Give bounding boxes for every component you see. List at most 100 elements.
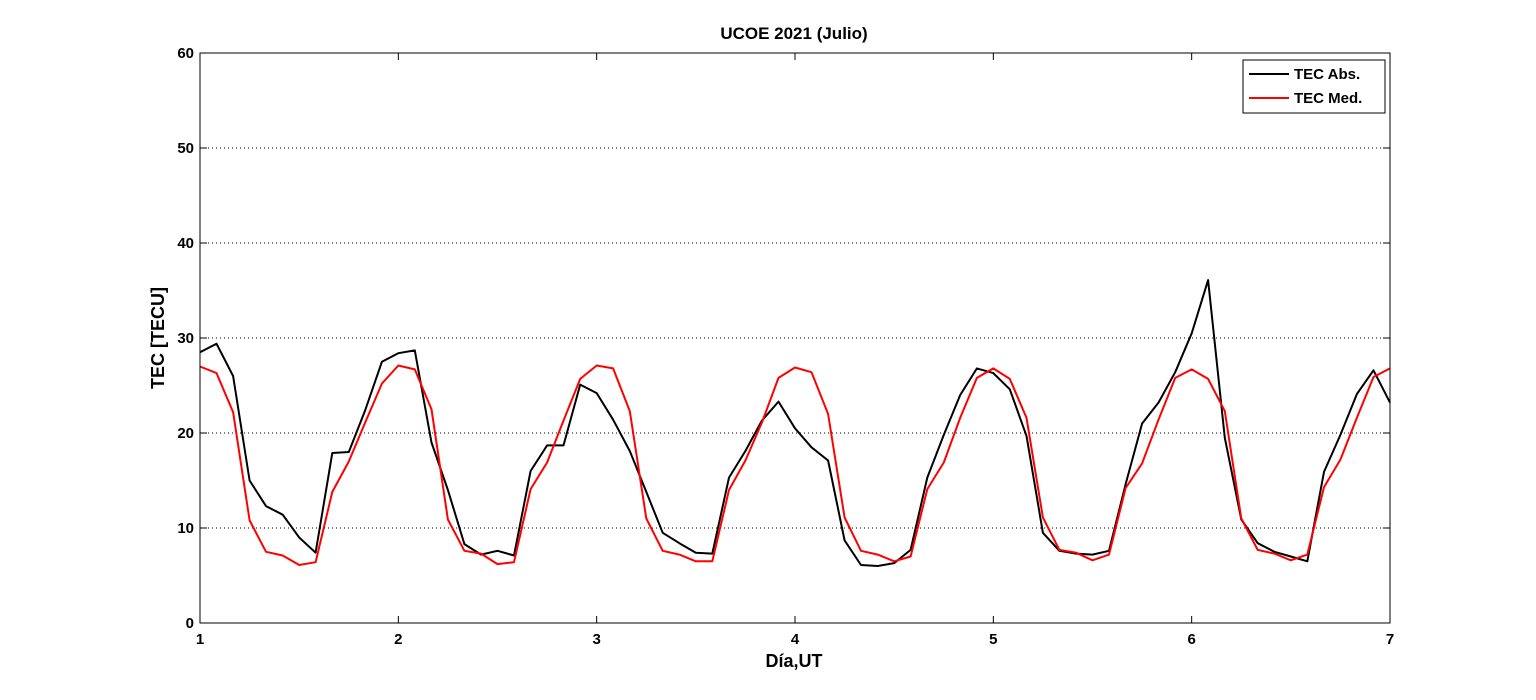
data-point [282,514,284,516]
data-point [1356,417,1358,419]
data-point [563,420,565,422]
data-point [711,560,713,562]
data-point [612,419,614,421]
data-point [414,368,416,370]
data-point [381,383,383,385]
legend-label-tec-abs: TEC Abs. [1294,66,1360,83]
data-point [1339,459,1341,461]
data-point [1174,377,1176,379]
data-point [381,361,383,363]
y-tick-label: 50 [177,140,194,157]
x-tick-label: 6 [1187,631,1195,648]
data-point [629,410,631,412]
data-point [1191,332,1193,334]
legend-box [1242,59,1386,114]
series-points-tec-abs [199,279,1391,567]
data-point [497,550,498,552]
data-point [678,542,680,544]
data-point [943,434,945,436]
data-point [265,505,267,507]
data-point [1306,554,1308,556]
data-point [447,518,449,520]
y-tick-label: 30 [177,330,194,347]
data-point [877,554,879,556]
data-point [959,417,961,419]
data-point [959,394,961,396]
data-point [778,401,780,403]
data-point [1158,402,1160,404]
data-point [1356,393,1358,395]
data-point [728,477,730,479]
data-point [728,489,730,491]
data-point [860,550,862,552]
data-point [579,384,581,386]
data-point [893,562,895,564]
data-point [348,451,350,453]
data-point [827,460,829,462]
data-point [678,554,680,556]
data-point [1108,554,1110,556]
data-point [893,560,895,562]
y-tick-label: 60 [177,45,194,62]
data-series [199,279,1391,567]
data-point [744,460,746,462]
data-point [331,491,333,493]
y-tick-label: 40 [177,235,194,252]
data-point [298,537,300,538]
chart-title: UCOE 2021 (Julio) [720,24,867,43]
y-axis-label: TEC [TECU] [148,287,168,389]
data-point [910,556,912,557]
data-point [695,552,697,554]
data-point [1240,518,1242,519]
data-point [943,461,945,463]
data-point [744,450,746,452]
data-point [1075,552,1077,554]
data-point [1224,410,1226,412]
data-point [1141,462,1143,464]
data-point [1257,549,1259,551]
data-point [645,518,647,519]
data-point [926,477,928,479]
data-point [249,519,251,521]
data-point [810,371,812,373]
data-point [1058,549,1060,551]
data-point [1323,471,1325,473]
data-point [910,549,912,551]
y-tick-label: 20 [177,425,194,442]
data-point [232,375,234,377]
data-point [331,452,333,454]
data-point [794,366,796,368]
x-axis-label: Día,UT [765,651,822,671]
data-point [563,444,565,446]
data-point [992,372,994,374]
data-point [513,555,515,557]
data-point [397,352,399,354]
data-point [1290,559,1292,561]
data-point [364,422,366,424]
data-point [463,550,465,552]
data-point [232,411,234,413]
data-point [1042,532,1044,534]
data-point [761,422,763,424]
data-point [1257,542,1259,544]
data-point [414,349,416,351]
data-point [265,551,267,553]
data-point [282,555,284,557]
data-point [844,517,846,519]
data-point [612,367,614,369]
data-point [794,427,796,429]
data-point [827,413,829,415]
data-point [249,480,251,481]
data-point [1025,435,1027,437]
data-point [579,378,581,380]
data-point [992,367,994,369]
data-point [1323,486,1325,488]
data-point [215,372,217,374]
legend: TEC Abs. TEC Med. [1242,59,1386,114]
data-point [1158,419,1160,421]
data-point [596,392,598,394]
data-point [480,553,482,555]
series-points-tec-med [199,365,1391,566]
data-point [430,408,432,410]
data-point [926,488,928,490]
